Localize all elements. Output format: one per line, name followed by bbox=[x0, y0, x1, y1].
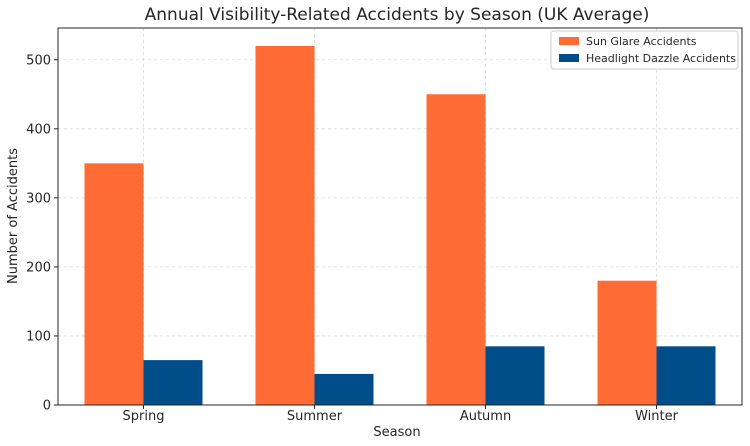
legend-label: Sun Glare Accidents bbox=[586, 35, 697, 48]
legend-swatch bbox=[559, 54, 579, 62]
bar-sun-glare bbox=[426, 94, 486, 406]
x-tick-label: Summer bbox=[287, 409, 343, 424]
legend-box bbox=[550, 30, 739, 70]
legend-swatch bbox=[559, 37, 579, 45]
axes: 0 100 200 300 400 500 Spring Summer Autumn Winter bbox=[26, 27, 743, 424]
y-tick-label: 0 bbox=[43, 399, 51, 414]
bar-sun-glare bbox=[255, 45, 315, 405]
x-tick-label: Winter bbox=[635, 409, 679, 424]
x-axis-label: Season bbox=[373, 425, 420, 440]
bar-sun-glare bbox=[597, 280, 657, 405]
y-tick-label: 100 bbox=[26, 329, 51, 344]
bar-headlight-dazzle bbox=[656, 346, 716, 405]
legend: Sun Glare Accidents Headlight Dazzle Acci… bbox=[550, 30, 739, 70]
y-tick-label: 500 bbox=[26, 53, 51, 68]
bar-headlight-dazzle bbox=[485, 346, 545, 405]
y-tick-label: 400 bbox=[26, 122, 51, 137]
bar-headlight-dazzle bbox=[143, 360, 203, 405]
x-tick-label: Spring bbox=[123, 409, 165, 424]
legend-label: Headlight Dazzle Accidents bbox=[586, 52, 736, 65]
y-axis-label: Number of Accidents bbox=[6, 148, 21, 284]
y-tick-label: 200 bbox=[26, 260, 51, 275]
y-tick-label: 300 bbox=[26, 191, 51, 206]
bar-headlight-dazzle bbox=[314, 373, 374, 405]
bar-sun-glare bbox=[84, 163, 144, 405]
plot-frame bbox=[57, 27, 743, 406]
chart-title: Annual Visibility-Related Accidents by S… bbox=[145, 5, 650, 25]
x-tick-label: Autumn bbox=[460, 409, 511, 424]
bars bbox=[84, 45, 716, 406]
